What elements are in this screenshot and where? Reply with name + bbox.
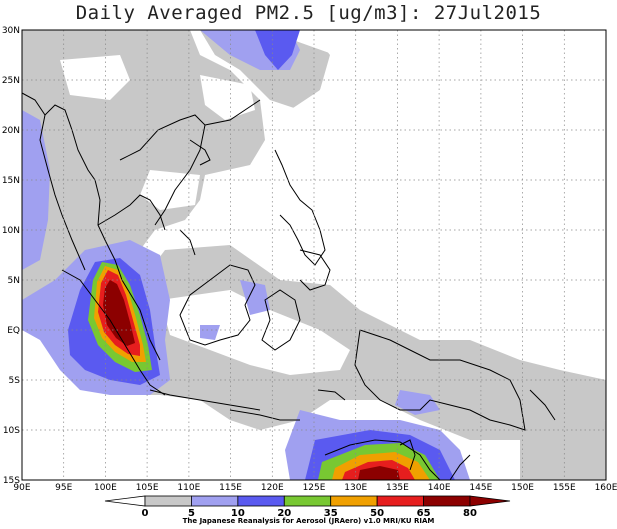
lon-tick-110E: 110E	[177, 483, 200, 493]
colorbar-high-end	[469, 495, 511, 507]
colorbar-bin-35	[330, 495, 378, 507]
lat-tick-10N: 10N	[2, 226, 20, 236]
colorbar: 0 5 10 20 35 50 65 80	[104, 495, 511, 519]
graticule	[22, 30, 606, 480]
colorbar-label-0: 0	[142, 508, 149, 519]
colorbar-bin-0	[144, 495, 192, 507]
lat-tick-30N: 30N	[2, 26, 20, 36]
lat-tick-25N: 25N	[2, 76, 20, 86]
lat-tick-5S: 5S	[9, 376, 21, 386]
lon-tick-160E: 160E	[595, 483, 617, 493]
colorbar-label-35: 35	[324, 508, 338, 519]
map-frame	[21, 29, 607, 481]
lon-tick-150E: 150E	[511, 483, 534, 493]
lon-tick-90E: 90E	[13, 483, 30, 493]
colorbar-label-50: 50	[370, 508, 384, 519]
lon-tick-95E: 95E	[55, 483, 72, 493]
colorbar-label-5: 5	[188, 508, 195, 519]
map-title: Daily Averaged PM2.5 [ug/m3]: 27Jul2015	[75, 2, 542, 24]
pm25-0-5-areas	[60, 30, 606, 375]
colorbar-label-20: 20	[277, 508, 291, 519]
lon-tick-115E: 115E	[219, 483, 242, 493]
lat-tick-15S: 15S	[3, 476, 20, 486]
lon-tick-155E: 155E	[553, 483, 576, 493]
colorbar-label-10: 10	[231, 508, 245, 519]
colorbar-low-end	[104, 495, 146, 507]
lon-tick-120E: 120E	[261, 483, 284, 493]
lon-tick-labels: 90E 95E 100E 105E 110E 115E 120E 125E 130E 135E 14…	[13, 483, 617, 493]
lat-tick-labels: 15S 10S 5S EQ 5N 10N 15N 20N 25N 30N	[2, 26, 20, 486]
coastlines	[22, 92, 556, 480]
lon-tick-135E: 135E	[386, 483, 409, 493]
credit-text: The Japanese Reanalysis for Aerosol (JRA…	[182, 517, 435, 525]
colorbar-bin-10	[237, 495, 285, 507]
lon-tick-145E: 145E	[469, 483, 492, 493]
lat-tick-5N: 5N	[8, 276, 20, 286]
lat-tick-EQ: EQ	[7, 326, 20, 336]
colorbar-bin-65	[423, 495, 471, 507]
lon-tick-105E: 105E	[136, 483, 159, 493]
colorbar-bin-20	[283, 495, 332, 507]
colorbar-bin-50	[376, 495, 424, 507]
lon-tick-130E: 130E	[344, 483, 367, 493]
colorbar-label-80: 80	[463, 508, 477, 519]
colorbar-bin-5	[191, 495, 239, 507]
concentration-field	[22, 30, 606, 480]
lon-tick-140E: 140E	[428, 483, 451, 493]
lat-tick-15N: 15N	[2, 176, 20, 186]
lat-tick-10S: 10S	[3, 426, 20, 436]
colorbar-label-65: 65	[417, 508, 431, 519]
lon-tick-100E: 100E	[94, 483, 117, 493]
lat-tick-20N: 20N	[2, 126, 20, 136]
lon-tick-125E: 125E	[303, 483, 326, 493]
pm25-80-plus-areas	[103, 280, 400, 480]
